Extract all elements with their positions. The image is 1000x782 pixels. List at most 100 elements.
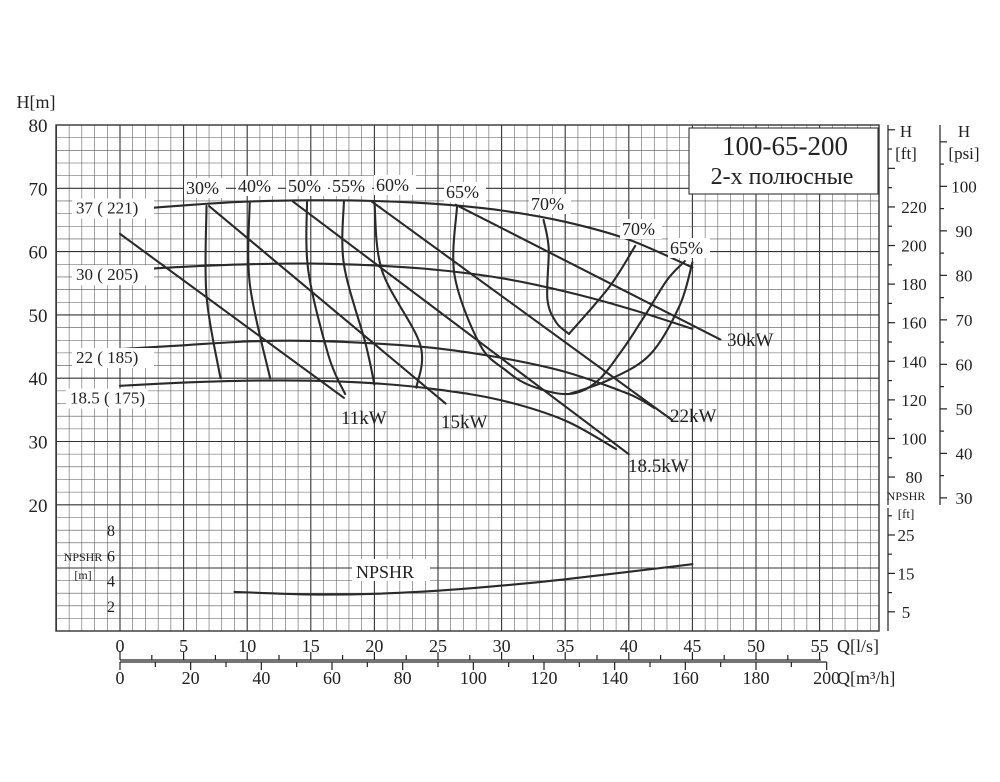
label-background [72, 348, 154, 369]
label-background [236, 176, 278, 196]
x-axis-ls-tick-label: 45 [683, 636, 701, 656]
y-axis-head-label: H[m] [17, 92, 56, 112]
y-axis-ft-tick-label: 160 [901, 314, 927, 333]
power-line-label: 30kW [727, 330, 774, 351]
power-line [370, 200, 674, 422]
label-background [668, 238, 710, 258]
y-axis-head-tick-label: 40 [29, 369, 48, 390]
label-background [72, 265, 154, 286]
y-axis-head-tick-label: 70 [29, 179, 48, 200]
title-box: 100-65-200 2-х полюсные [688, 127, 879, 195]
chart-curves [118, 199, 722, 596]
power-line-label: 18.5kW [628, 456, 689, 477]
head-curve [118, 199, 694, 269]
x-axis-m3h-label: Q[m³/h] [837, 668, 895, 688]
y-axis-psi-tick-label: 30 [956, 489, 973, 508]
y-axis-head-tick-label: 30 [29, 433, 48, 454]
y-axis-npshr-m-tick-label: 2 [107, 599, 115, 616]
head-curve [118, 262, 694, 330]
x-axis-m3h-tick-label: 180 [743, 668, 770, 688]
y-axis-psi-tick-label: 90 [956, 222, 973, 241]
x-axis-m3h-tick-label: 20 [182, 668, 200, 688]
efficiency-curve [247, 200, 272, 380]
x-axis-m3h-tick-label: 0 [116, 668, 125, 688]
y-axis-npshr-ft-label-bottom: [ft] [898, 506, 915, 521]
y-axis-ft-label-bottom: [ft] [895, 144, 917, 163]
y-axis-psi-tick-label: 40 [956, 444, 973, 463]
y-axis-npshr-ft-tick-label: 15 [898, 564, 915, 583]
power-line [118, 232, 345, 399]
y-axis-psi-label-bottom: [psi] [948, 144, 979, 163]
y-axis-psi-tick-label: 60 [956, 355, 973, 374]
head-curve-label: 22 ( 185) [76, 348, 138, 367]
efficiency-label: 70% [622, 219, 655, 239]
chart-axes: 2030405060708024688010012014016018020022… [29, 116, 977, 688]
y-axis-ft-tick-label: 120 [901, 391, 927, 410]
efficiency-curve [567, 244, 637, 335]
efficiency-curve [373, 200, 424, 389]
efficiency-curve [542, 218, 571, 335]
chart-subtitle: 2-х полюсные [711, 164, 854, 190]
y-axis-head-tick-label: 50 [29, 306, 48, 327]
label-background [620, 219, 662, 239]
efficiency-label: 50% [288, 176, 321, 196]
chart-title: 100-65-200 [722, 131, 848, 161]
x-axis-ls-tick-label: 40 [620, 636, 638, 656]
label-background [529, 194, 571, 214]
y-axis-psi-tick-label: 70 [956, 311, 973, 330]
x-axis-ls-tick-label: 5 [179, 636, 188, 656]
y-axis-ft-tick-label: 220 [901, 198, 927, 217]
y-axis-npshr-ft-label-top: NPSHR [887, 489, 926, 503]
y-axis-npshr-m-label-top: NPSHR [64, 550, 103, 564]
head-curve-label: 18.5 ( 175) [70, 389, 145, 408]
label-background [72, 198, 154, 219]
x-axis-m3h-tick-label: 120 [531, 668, 558, 688]
y-axis-ft-tick-label: 200 [901, 237, 927, 256]
efficiency-label: 30% [186, 178, 219, 198]
y-axis-head-tick-label: 80 [29, 116, 48, 137]
npshr-curve-label: NPSHR [356, 562, 414, 582]
efficiency-label: 60% [376, 175, 409, 195]
label-background [352, 559, 430, 581]
x-axis-ls-tick-label: 15 [302, 636, 320, 656]
label-background [286, 176, 328, 196]
plot-frame [55, 124, 880, 632]
efficiency-curve [204, 204, 222, 380]
label-background [330, 176, 372, 196]
power-line-label: 11kW [341, 408, 387, 429]
y-axis-ft-tick-label: 80 [906, 468, 923, 487]
efficiency-label: 55% [332, 176, 365, 196]
label-background [184, 178, 226, 198]
chart-labels: 37 ( 221) 30 ( 205) 22 ( 185) 18.5 ( 175) 11… [66, 175, 774, 582]
y-axis-npshr-m-tick-label: 4 [107, 574, 115, 591]
y-axis-ft-tick-label: 180 [901, 275, 927, 294]
x-axis-ls-tick-label: 30 [493, 636, 511, 656]
label-background [444, 182, 486, 202]
power-line-label: 15kW [441, 412, 488, 433]
efficiency-label: 40% [238, 176, 271, 196]
y-axis-npshr-m-label-bottom: [m] [74, 568, 91, 582]
x-axis-m3h-tick-label: 200 [813, 668, 840, 688]
y-axis-psi-tick-label: 50 [956, 400, 973, 419]
x-axis-ls-tick-label: 35 [556, 636, 574, 656]
x-axis-m3h-tick-label: 100 [460, 668, 487, 688]
power-line [291, 200, 630, 456]
label-background [374, 175, 416, 195]
x-axis-ls-tick-label: 10 [238, 636, 256, 656]
npshr-curve [233, 563, 694, 596]
efficiency-label: 65% [446, 182, 479, 202]
head-curve-label: 30 ( 205) [76, 265, 138, 284]
x-axis-m3h-tick-label: 40 [252, 668, 270, 688]
power-line [207, 204, 447, 405]
x-axis-ls-tick-label: 25 [429, 636, 447, 656]
y-axis-npshr-m-tick-label: 6 [107, 548, 115, 565]
x-axis-ls-tick-label: 55 [811, 636, 829, 656]
x-axis-ls-label: Q[l/s] [837, 636, 879, 656]
x-axis-m3h-tick-label: 80 [394, 668, 412, 688]
efficiency-curve [341, 199, 376, 386]
head-curve-label: 37 ( 221) [76, 199, 138, 218]
power-line [454, 203, 722, 341]
y-axis-ft-tick-label: 140 [901, 352, 927, 371]
y-axis-npshr-ft-tick-label: 25 [898, 526, 915, 545]
